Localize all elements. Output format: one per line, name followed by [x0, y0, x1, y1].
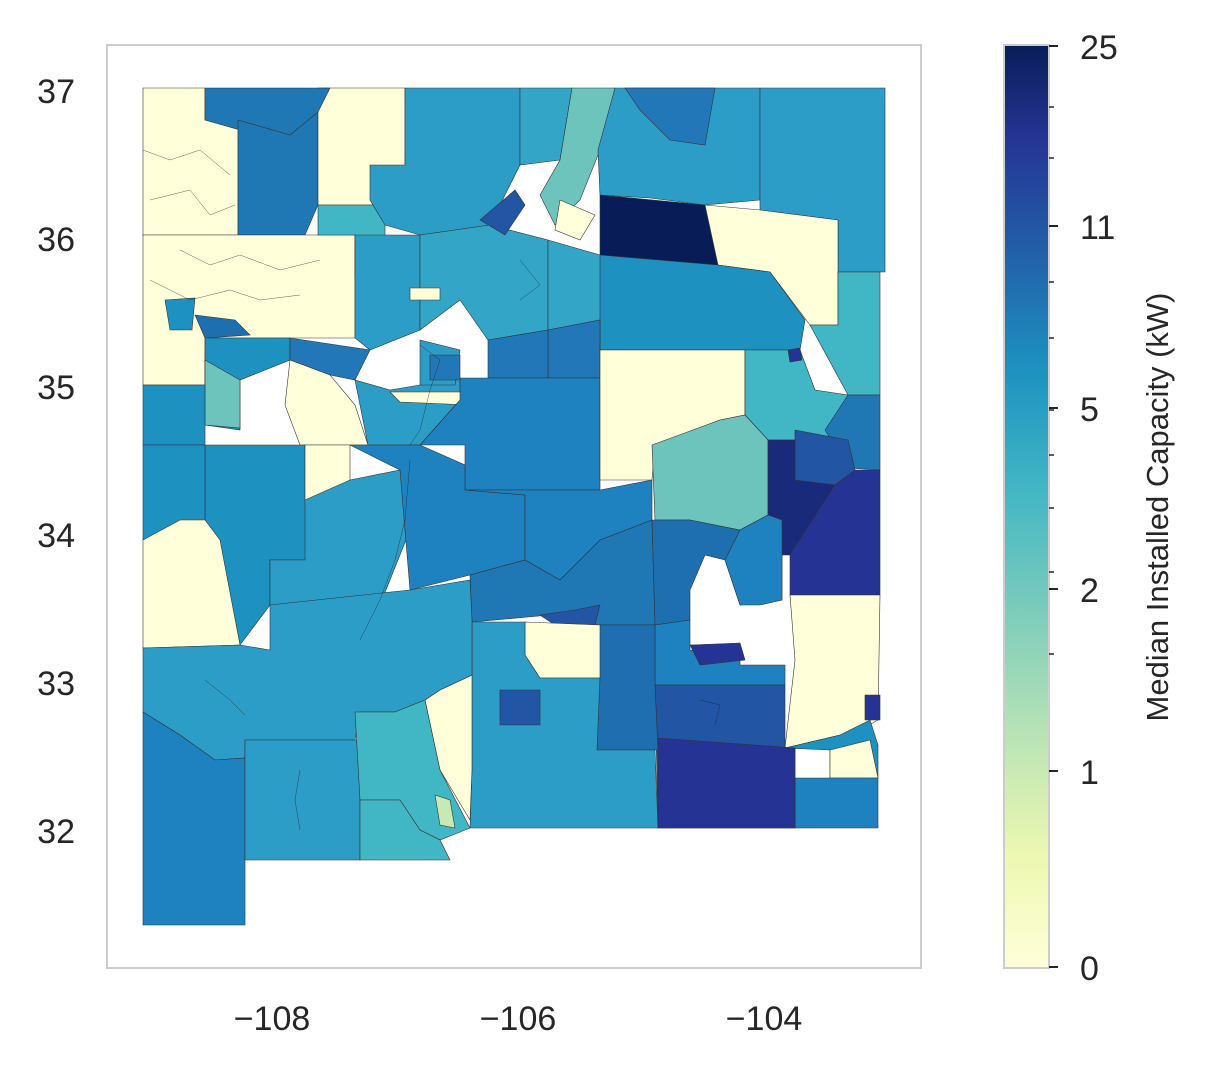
x-tick-label: −108	[234, 1000, 311, 1038]
colorbar-tick-label: 1	[1080, 754, 1099, 792]
boundary-line	[294, 769, 301, 831]
boundary-line	[359, 459, 411, 641]
region	[499, 689, 541, 726]
boundary-line	[179, 249, 321, 271]
region	[142, 384, 206, 446]
region	[624, 87, 716, 146]
boundary-line	[142, 149, 231, 176]
boundary-line	[149, 189, 236, 216]
boundary-line	[699, 699, 721, 726]
region	[429, 354, 461, 381]
boundary-line	[149, 279, 301, 301]
colorbar-title: Median Installed Capacity (kW)	[1140, 293, 1175, 722]
colorbar-ticks	[1049, 45, 1058, 968]
boundary-line	[409, 344, 441, 446]
y-tick-label: 37	[37, 73, 75, 111]
region	[194, 314, 251, 339]
region	[554, 199, 596, 241]
colorbar-minor-ticks	[1049, 106, 1054, 655]
region	[864, 694, 881, 721]
region-boundaries	[142, 149, 721, 831]
y-tick-label: 36	[37, 221, 75, 259]
region	[689, 642, 746, 666]
region	[657, 737, 796, 829]
region	[244, 739, 361, 861]
colorbar-tick-labels: 0 1 2 5 11 25	[1080, 29, 1118, 988]
region	[787, 347, 803, 363]
region	[479, 189, 526, 236]
region	[596, 624, 659, 751]
y-tick-label: 33	[37, 665, 75, 703]
x-tick-label: −106	[480, 1000, 557, 1038]
colorbar-tick-label: 2	[1080, 572, 1099, 610]
y-axis: 37 36 35 34 33 32	[37, 73, 75, 851]
region	[524, 621, 601, 679]
region	[547, 319, 601, 379]
region	[794, 777, 879, 829]
boundary-line	[204, 679, 246, 716]
colorbar-tick-label: 0	[1080, 950, 1099, 988]
region	[354, 234, 421, 351]
y-tick-label: 34	[37, 517, 75, 555]
region	[724, 514, 783, 606]
colorbar-tick-label: 11	[1080, 209, 1115, 247]
x-axis: −108 −106 −104	[234, 1000, 803, 1038]
region	[359, 799, 451, 861]
region	[164, 297, 196, 331]
colorbar-tick-label: 25	[1080, 29, 1118, 67]
x-tick-label: −104	[726, 1000, 803, 1038]
boundary-line	[519, 259, 541, 301]
colorbar	[1003, 44, 1050, 969]
region	[434, 794, 456, 829]
colorbar-tick-label: 5	[1080, 391, 1099, 429]
y-tick-label: 32	[37, 813, 75, 851]
map-regions	[142, 87, 886, 926]
region	[409, 287, 441, 301]
y-tick-label: 35	[37, 369, 75, 407]
region	[289, 337, 371, 381]
